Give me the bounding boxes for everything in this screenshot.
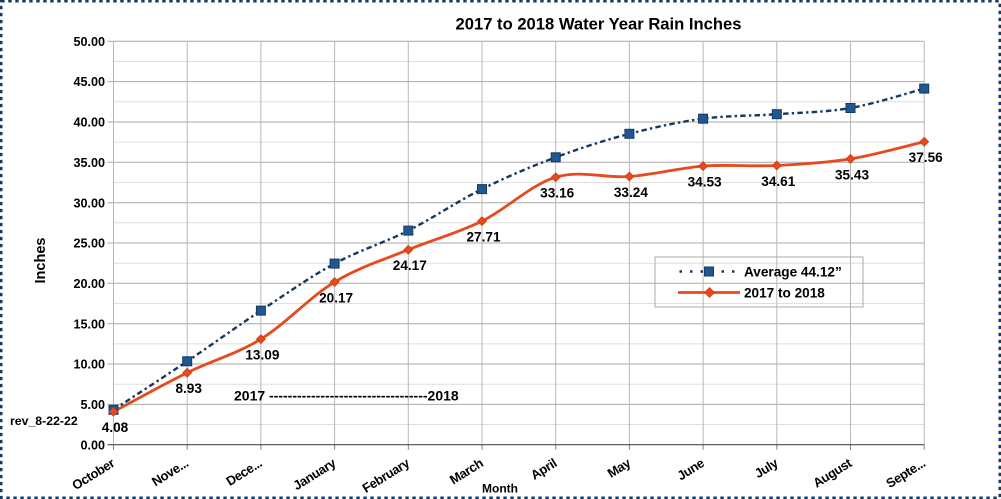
svg-text:Month: Month — [482, 482, 518, 496]
svg-text:2017 to 2018 Water Year Rain I: 2017 to 2018 Water Year Rain Inches — [456, 15, 742, 34]
svg-text:20.17: 20.17 — [319, 290, 353, 305]
svg-text:33.24: 33.24 — [614, 185, 648, 200]
svg-text:34.53: 34.53 — [688, 175, 722, 190]
svg-text:8.93: 8.93 — [175, 381, 202, 396]
svg-text:4.08: 4.08 — [102, 420, 129, 435]
svg-text:0.00: 0.00 — [80, 438, 105, 452]
svg-text:33.16: 33.16 — [540, 186, 574, 201]
svg-text:37.56: 37.56 — [909, 150, 943, 165]
svg-text:35.43: 35.43 — [835, 167, 869, 182]
svg-text:45.00: 45.00 — [73, 75, 105, 89]
svg-text:2017 -------------------------: 2017 ----------------------------------2… — [234, 388, 459, 404]
svg-text:34.61: 34.61 — [761, 174, 795, 189]
svg-text:30.00: 30.00 — [73, 196, 105, 210]
svg-text:10.00: 10.00 — [73, 358, 105, 372]
svg-text:24.17: 24.17 — [393, 258, 427, 273]
svg-text:35.00: 35.00 — [73, 156, 105, 170]
svg-text:Inches: Inches — [33, 238, 49, 284]
svg-text:2017 to 2018: 2017 to 2018 — [744, 286, 825, 301]
svg-text:50.00: 50.00 — [73, 35, 105, 49]
svg-text:13.09: 13.09 — [245, 348, 279, 363]
svg-text:20.00: 20.00 — [73, 277, 105, 291]
svg-text:15.00: 15.00 — [73, 317, 105, 331]
svg-text:27.71: 27.71 — [466, 230, 500, 245]
svg-text:40.00: 40.00 — [73, 116, 105, 130]
svg-text:rev_8-22-22: rev_8-22-22 — [10, 414, 78, 428]
svg-text:5.00: 5.00 — [80, 398, 105, 412]
svg-text:25.00: 25.00 — [73, 237, 105, 251]
svg-text:Average 44.12”: Average 44.12” — [744, 265, 842, 280]
